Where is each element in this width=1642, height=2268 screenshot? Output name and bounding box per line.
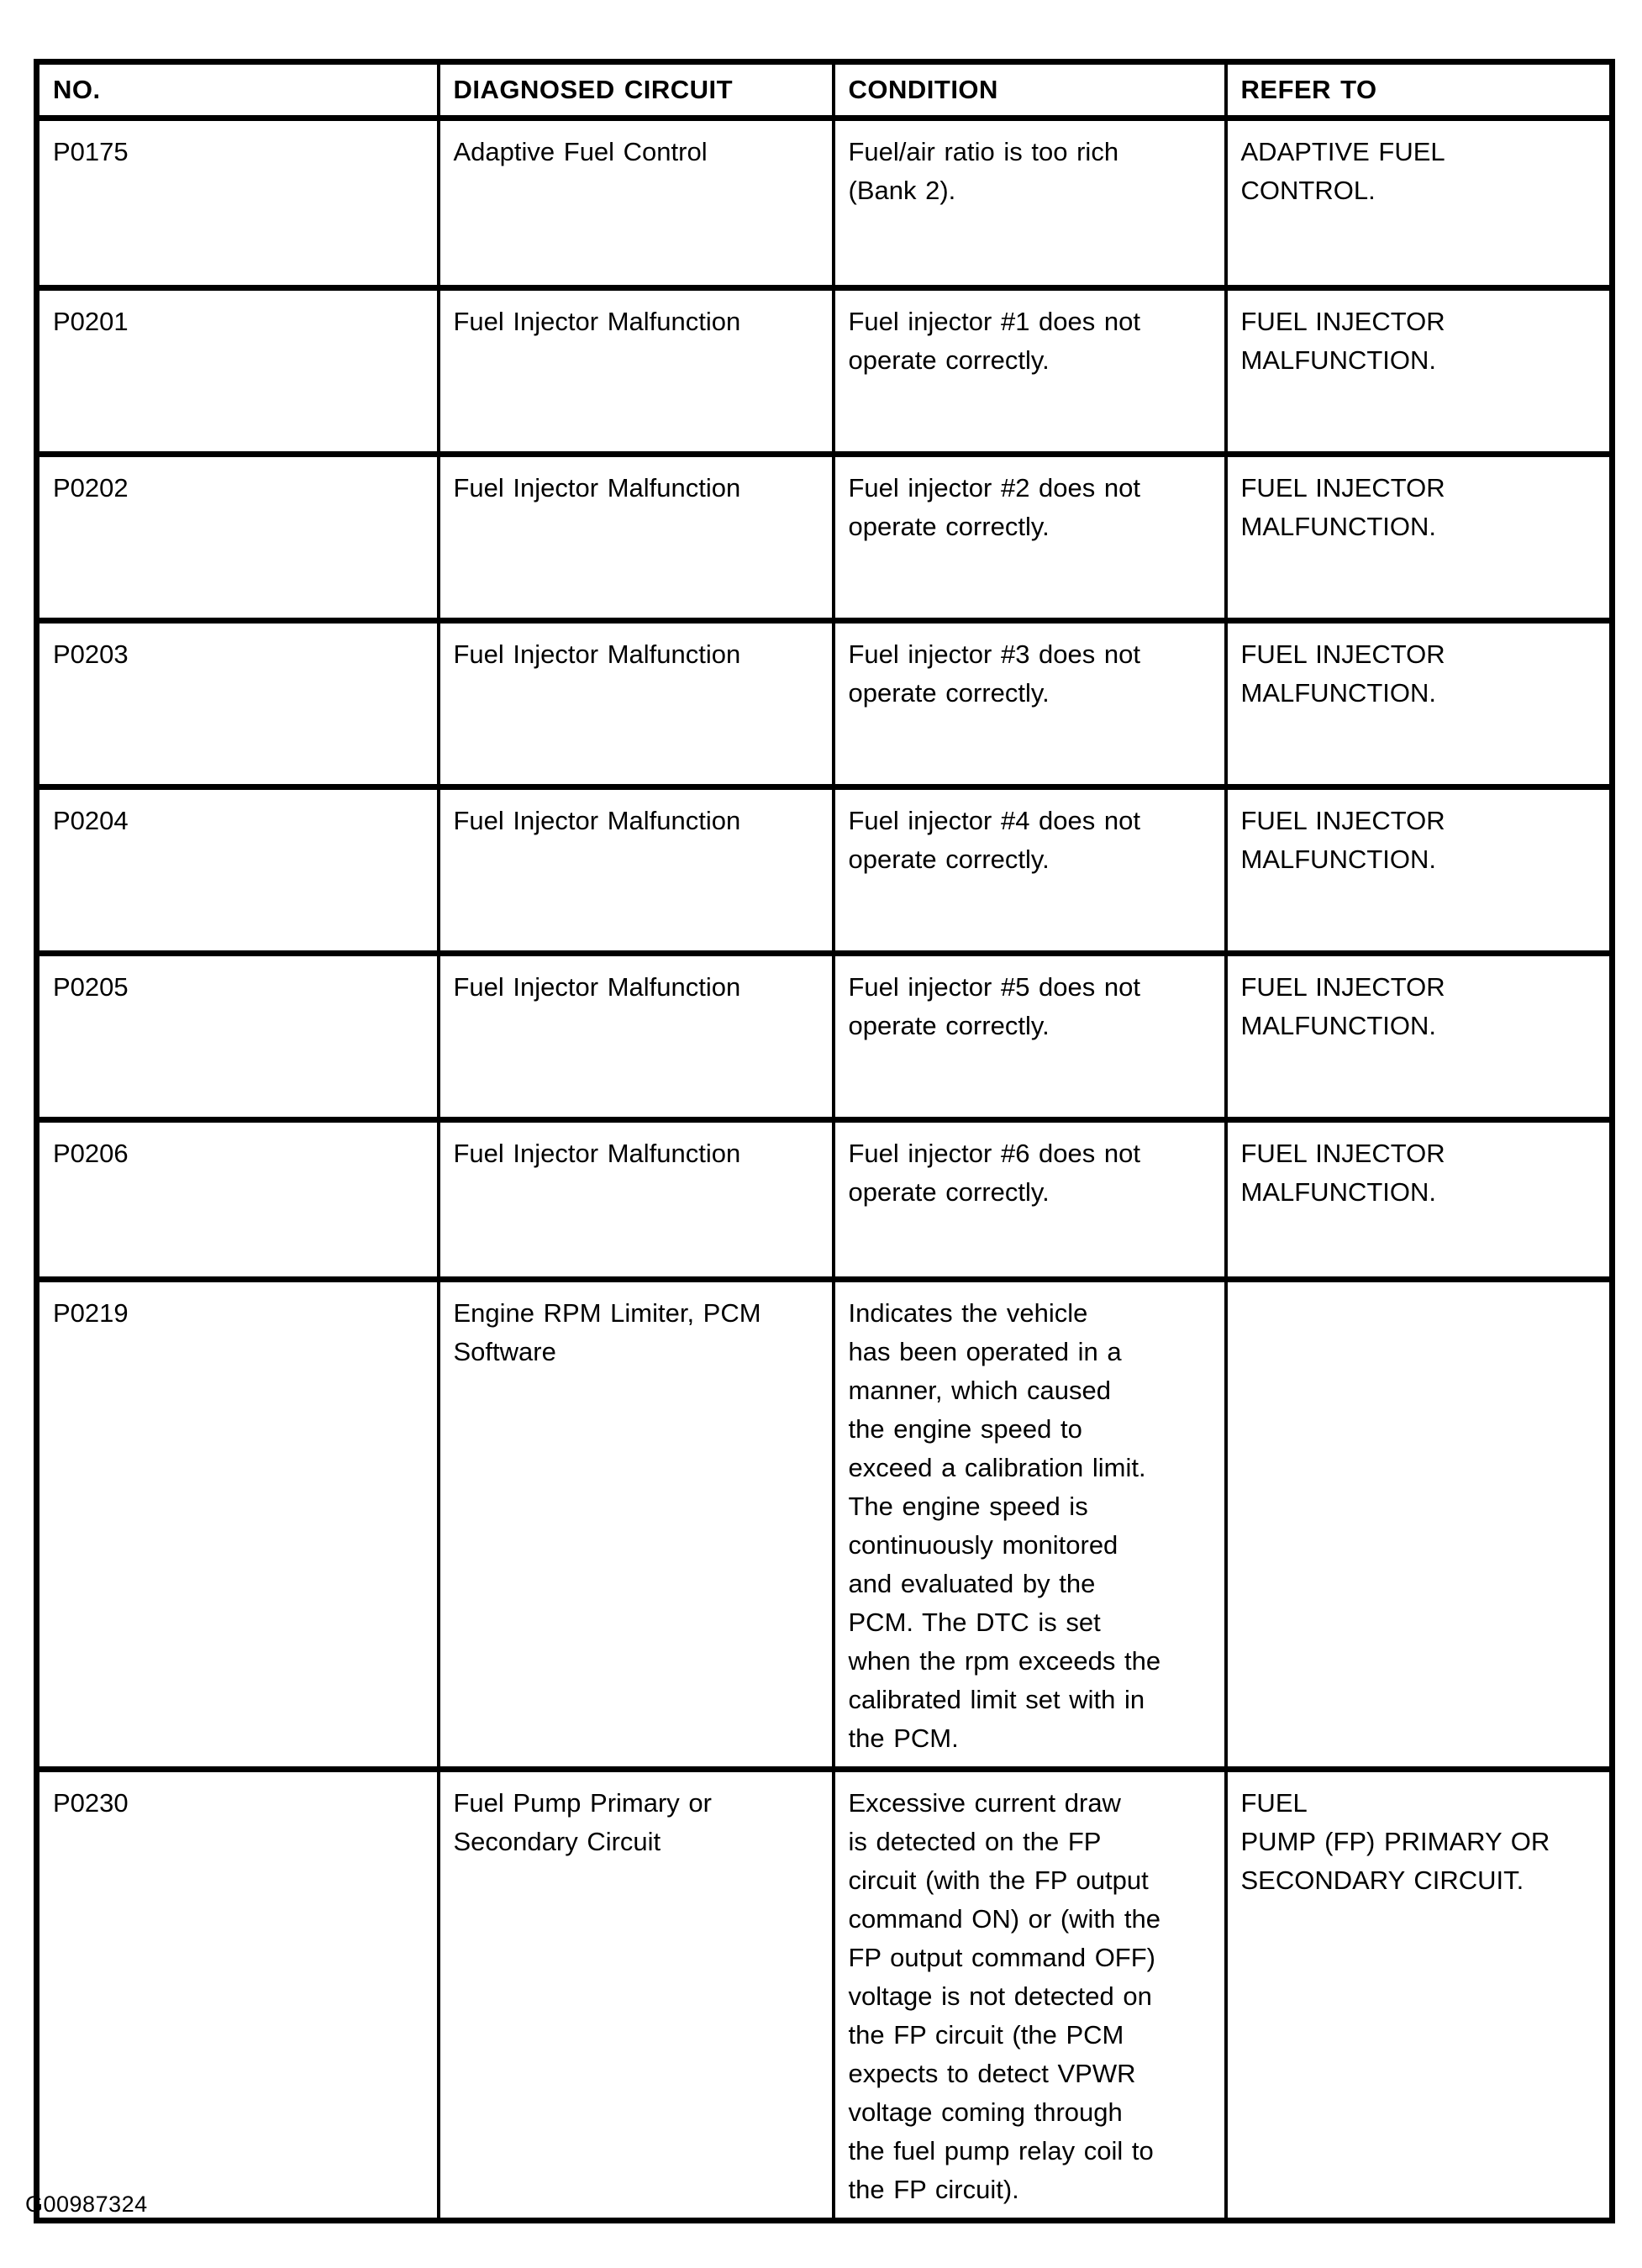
diagnosed-circuit: Fuel Injector Malfunction — [436, 950, 835, 1123]
condition-text: Fuel injector #2 does not operate correc… — [831, 451, 1228, 624]
diagnosed-circuit: Engine RPM Limiter, PCM Software — [436, 1276, 835, 1772]
refer-to-text: FUEL INJECTOR MALFUNCTION. — [1224, 784, 1614, 956]
table-row: P0204 Fuel Injector Malfunction Fuel inj… — [34, 784, 1614, 956]
condition-text: Fuel injector #1 does not operate correc… — [831, 285, 1228, 457]
dtc-code: P0175 — [34, 115, 440, 291]
table-header-row: NO. DIAGNOSED CIRCUIT CONDITION REFER TO — [34, 59, 1614, 121]
condition-text: Excessive current draw is detected on th… — [831, 1766, 1228, 2223]
condition-text: Fuel injector #5 does not operate correc… — [831, 950, 1228, 1123]
refer-to-text — [1224, 1276, 1614, 1772]
col-header-no: NO. — [34, 59, 440, 121]
diagnosed-circuit: Fuel Pump Primary or Secondary Circuit — [436, 1766, 835, 2223]
table-row: P0201 Fuel Injector Malfunction Fuel inj… — [34, 285, 1614, 457]
dtc-code: P0205 — [34, 950, 440, 1123]
refer-to-text: FUEL INJECTOR MALFUNCTION. — [1224, 285, 1614, 457]
diagnosed-circuit: Fuel Injector Malfunction — [436, 618, 835, 790]
condition-text: Fuel injector #3 does not operate correc… — [831, 618, 1228, 790]
condition-text: Fuel/air ratio is too rich (Bank 2). — [831, 115, 1228, 291]
table-row: P0203 Fuel Injector Malfunction Fuel inj… — [34, 618, 1614, 790]
condition-text: Fuel injector #6 does not operate correc… — [831, 1117, 1228, 1282]
dtc-code: P0206 — [34, 1117, 440, 1282]
refer-to-text: FUEL INJECTOR MALFUNCTION. — [1224, 451, 1614, 624]
refer-to-text: FUEL PUMP (FP) PRIMARY OR SECONDARY CIRC… — [1224, 1766, 1614, 2223]
condition-text: Indicates the vehicle has been operated … — [831, 1276, 1228, 1772]
refer-to-text: ADAPTIVE FUEL CONTROL. — [1224, 115, 1614, 291]
diagnosed-circuit: Fuel Injector Malfunction — [436, 451, 835, 624]
refer-to-text: FUEL INJECTOR MALFUNCTION. — [1224, 618, 1614, 790]
table-row: P0230 Fuel Pump Primary or Secondary Cir… — [34, 1766, 1614, 2223]
diagnosed-circuit: Adaptive Fuel Control — [436, 115, 835, 291]
figure-code: G00987324 — [25, 2192, 148, 2217]
dtc-table: NO. DIAGNOSED CIRCUIT CONDITION REFER TO… — [34, 59, 1615, 2223]
dtc-code: P0219 — [34, 1276, 440, 1772]
dtc-code: P0203 — [34, 618, 440, 790]
refer-to-text: FUEL INJECTOR MALFUNCTION. — [1224, 950, 1614, 1123]
col-header-diagnosed-circuit: DIAGNOSED CIRCUIT — [436, 59, 835, 121]
diagnosed-circuit: Fuel Injector Malfunction — [436, 1117, 835, 1282]
col-header-condition: CONDITION — [831, 59, 1228, 121]
table-row: P0206 Fuel Injector Malfunction Fuel inj… — [34, 1117, 1614, 1282]
table-row: P0175 Adaptive Fuel Control Fuel/air rat… — [34, 115, 1614, 291]
diagnosed-circuit: Fuel Injector Malfunction — [436, 285, 835, 457]
dtc-code: P0230 — [34, 1766, 440, 2223]
table-row: P0205 Fuel Injector Malfunction Fuel inj… — [34, 950, 1614, 1123]
dtc-code: P0201 — [34, 285, 440, 457]
table-row: P0202 Fuel Injector Malfunction Fuel inj… — [34, 451, 1614, 624]
table-row: P0219 Engine RPM Limiter, PCM Software I… — [34, 1276, 1614, 1772]
refer-to-text: FUEL INJECTOR MALFUNCTION. — [1224, 1117, 1614, 1282]
dtc-code: P0202 — [34, 451, 440, 624]
col-header-refer-to: REFER TO — [1224, 59, 1614, 121]
dtc-code: P0204 — [34, 784, 440, 956]
diagnosed-circuit: Fuel Injector Malfunction — [436, 784, 835, 956]
condition-text: Fuel injector #4 does not operate correc… — [831, 784, 1228, 956]
